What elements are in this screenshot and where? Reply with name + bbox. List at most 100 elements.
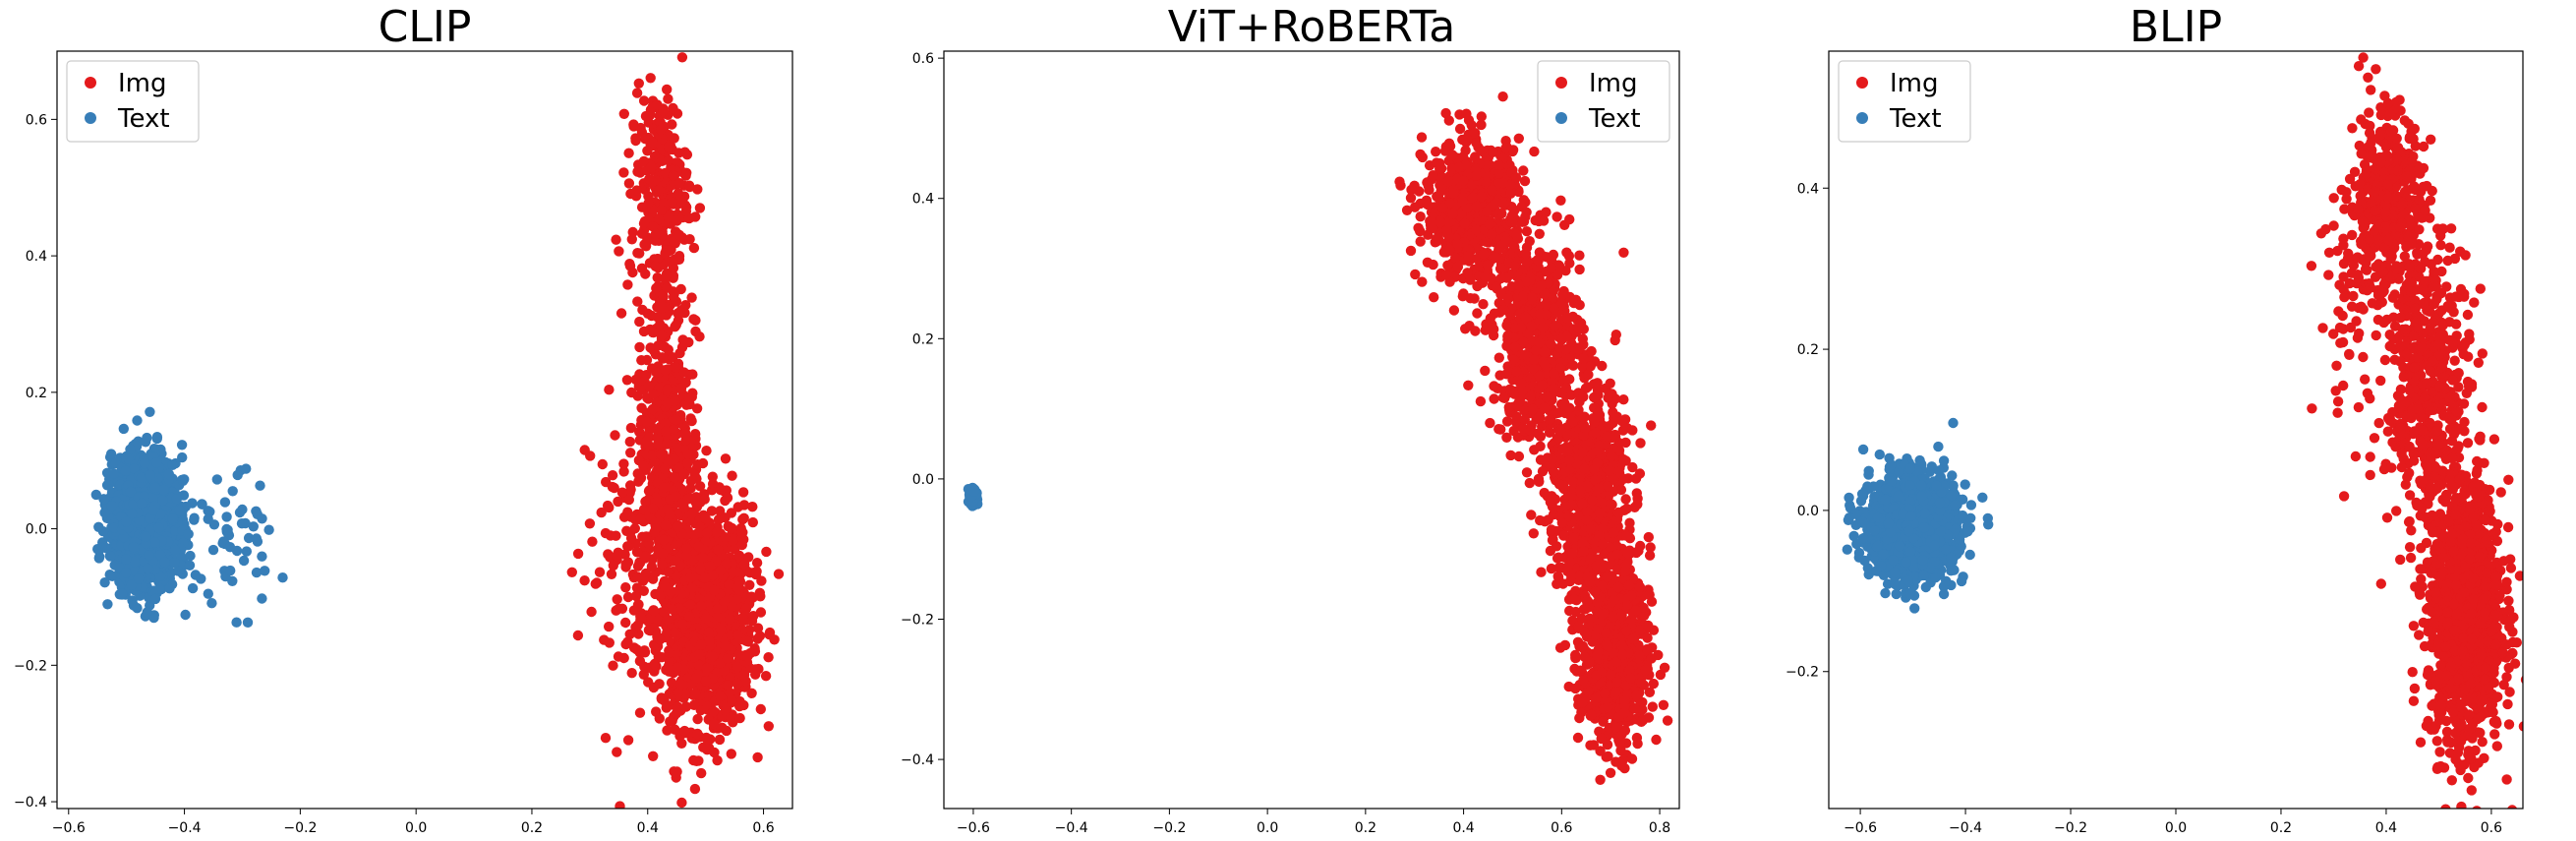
point-text (171, 494, 182, 505)
x-tick-label: 0.0 (405, 820, 427, 836)
point-img (678, 367, 689, 378)
point-text (158, 484, 169, 496)
point-img (630, 590, 642, 602)
point-img (635, 472, 647, 484)
point-img (746, 688, 757, 698)
point-text (243, 532, 255, 544)
point-img (1574, 264, 1585, 275)
axes-frame (56, 50, 793, 810)
point-text (121, 516, 132, 527)
point-img (695, 639, 707, 650)
point-img (681, 543, 692, 554)
point-text (183, 528, 194, 540)
point-img (738, 512, 749, 523)
point-img (747, 516, 758, 528)
point-img (622, 279, 633, 290)
point-img (579, 575, 590, 586)
point-img (696, 601, 707, 612)
point-img (643, 381, 655, 391)
point-text (255, 480, 265, 491)
point-text (159, 557, 170, 568)
point-img (672, 662, 683, 673)
point-img (658, 548, 669, 560)
point-img (663, 212, 674, 223)
point-img (640, 110, 652, 122)
point-img (700, 512, 711, 524)
point-img (1453, 161, 1465, 173)
point-img (630, 374, 641, 386)
point-img (737, 487, 749, 498)
point-img (733, 550, 745, 562)
point-img (707, 471, 718, 482)
point-text (189, 512, 200, 523)
point-img (732, 678, 742, 690)
point-img (647, 403, 658, 415)
point-text (263, 524, 274, 535)
point-text (206, 598, 217, 609)
point-img (644, 485, 655, 496)
point-img (690, 429, 701, 440)
point-img (658, 105, 669, 116)
point-img (662, 439, 673, 450)
point-img (720, 532, 731, 543)
point-text (106, 501, 118, 511)
point-img (572, 548, 584, 560)
point-text (93, 553, 105, 564)
point-img (732, 661, 742, 672)
y-tick-label: 0.6 (26, 112, 47, 128)
point-img (752, 623, 764, 633)
point-img (664, 647, 674, 658)
point-img (672, 766, 682, 777)
point-img (1471, 224, 1482, 235)
point-img (695, 564, 706, 575)
point-text (248, 521, 259, 532)
point-img (1427, 216, 1437, 227)
point-img (1447, 208, 1458, 219)
point-img (685, 483, 696, 494)
point-img (631, 88, 643, 98)
point-img (1461, 108, 1472, 119)
x-tick-label: −0.2 (283, 820, 317, 836)
point-img (715, 484, 726, 496)
point-text (176, 440, 188, 451)
point-img (1428, 170, 1438, 181)
point-img (675, 383, 687, 393)
point-text (125, 444, 136, 454)
point-text (100, 542, 112, 554)
point-img (1406, 184, 1417, 196)
point-img (754, 631, 766, 641)
point-img (685, 413, 696, 424)
point-img (677, 334, 688, 345)
point-img (625, 532, 637, 544)
point-img (623, 148, 634, 158)
point-img (648, 751, 659, 761)
point-img (667, 604, 678, 615)
point-img (1428, 259, 1438, 270)
point-img (656, 124, 667, 136)
point-img (703, 627, 714, 638)
point-text (128, 600, 140, 611)
point-img (634, 248, 645, 259)
point-img (641, 416, 652, 428)
y-tick-label: 0.0 (26, 522, 47, 538)
point-img (639, 551, 651, 562)
point-text (144, 550, 154, 561)
point-img (1409, 202, 1421, 212)
point-img (638, 326, 650, 337)
point-img (626, 387, 637, 398)
point-img (727, 694, 737, 706)
point-img (684, 599, 696, 610)
point-img (755, 703, 766, 715)
point-img (711, 527, 723, 538)
point-text (132, 415, 143, 426)
point-img (627, 226, 638, 238)
point-img (1524, 236, 1536, 247)
point-img (1488, 147, 1498, 157)
point-img (696, 767, 707, 779)
point-img (618, 458, 629, 469)
point-text (149, 593, 161, 605)
point-text (149, 482, 160, 493)
point-text (231, 617, 242, 628)
point-img (1555, 195, 1566, 206)
point-img (656, 652, 668, 663)
